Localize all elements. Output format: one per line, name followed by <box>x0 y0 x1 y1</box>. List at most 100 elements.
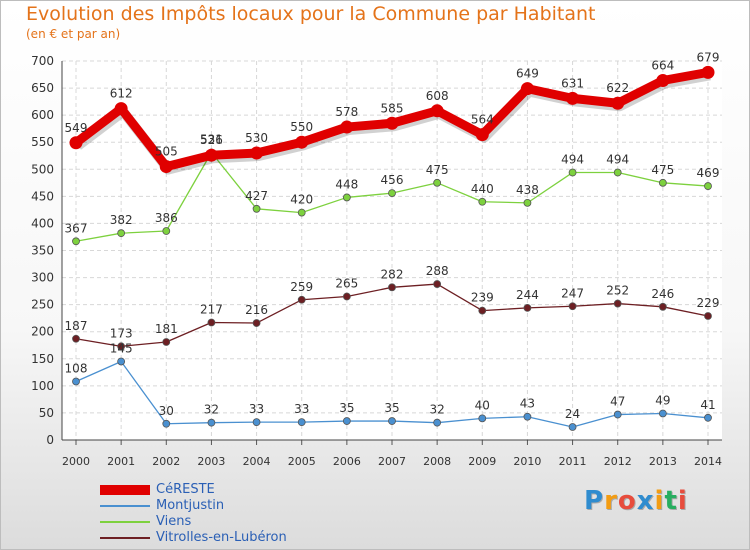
legend-swatch <box>100 505 150 507</box>
data-point <box>701 65 715 79</box>
data-label: 239 <box>471 291 494 305</box>
legend-label: Montjustin <box>156 498 225 513</box>
data-label: 145 <box>110 341 133 355</box>
data-label: 244 <box>516 288 539 302</box>
data-label: 252 <box>606 284 629 298</box>
data-point <box>342 193 351 202</box>
data-label: 469 <box>697 166 720 180</box>
data-label: 108 <box>65 362 88 376</box>
legend-item: Viens <box>100 514 360 531</box>
data-point <box>523 198 532 207</box>
data-label: 679 <box>697 50 720 64</box>
y-tick-label: 50 <box>39 406 54 420</box>
data-point <box>297 295 306 304</box>
data-point <box>250 146 264 160</box>
y-tick-label: 100 <box>31 379 54 393</box>
data-label: 265 <box>335 277 358 291</box>
y-tick-label: 450 <box>31 189 54 203</box>
data-label: 216 <box>245 303 268 317</box>
data-label: 475 <box>426 163 449 177</box>
data-label: 246 <box>651 287 674 301</box>
data-label: 386 <box>155 211 178 225</box>
data-point <box>568 423 577 431</box>
data-point <box>162 338 171 346</box>
data-point <box>207 418 216 427</box>
logo-letter: i <box>654 486 665 516</box>
logo-letter: t <box>664 486 678 516</box>
data-point <box>656 73 670 87</box>
y-tick-label: 0 <box>46 433 54 447</box>
x-tick-label: 2009 <box>468 455 496 468</box>
x-tick-label: 2007 <box>378 455 406 468</box>
data-point <box>568 168 577 177</box>
data-label: 564 <box>471 113 494 127</box>
data-point <box>475 128 489 142</box>
logo-letter: P <box>584 486 605 516</box>
logo-letter: i <box>677 486 688 516</box>
data-point <box>69 136 83 150</box>
legend-label: Vitrolles-en-Lubéron <box>156 530 287 545</box>
data-point <box>704 312 712 320</box>
data-label: 173 <box>110 326 133 340</box>
data-label: 622 <box>606 81 629 95</box>
data-point <box>252 204 261 213</box>
data-label: 550 <box>290 120 313 134</box>
data-point <box>295 135 309 149</box>
y-tick-label: 300 <box>31 271 54 285</box>
y-tick-label: 200 <box>31 325 54 339</box>
data-point <box>252 319 261 327</box>
x-tick-label: 2001 <box>107 455 135 468</box>
y-tick-label: 150 <box>31 352 54 366</box>
data-point <box>117 342 126 351</box>
data-point <box>114 102 128 116</box>
data-point <box>162 419 171 428</box>
data-point <box>611 96 625 110</box>
data-label: 35 <box>384 401 399 415</box>
data-point <box>520 82 534 96</box>
data-label: 440 <box>471 182 494 196</box>
x-tick-label: 2011 <box>559 455 587 468</box>
logo-letter: x <box>636 486 655 516</box>
y-tick-label: 650 <box>31 81 54 95</box>
data-label: 24 <box>565 407 580 421</box>
data-point <box>523 303 532 312</box>
x-tick-label: 2002 <box>152 455 180 468</box>
data-label: 382 <box>110 213 133 227</box>
proxiti-logo: Proxiti <box>584 486 688 516</box>
chart-title: Evolution des Impôts locaux pour la Comm… <box>26 3 596 25</box>
y-tick-label: 400 <box>31 216 54 230</box>
data-point <box>388 189 396 198</box>
data-label: 181 <box>155 322 178 336</box>
x-tick-label: 2014 <box>694 455 722 468</box>
data-label: 187 <box>65 319 88 333</box>
data-point <box>658 178 667 187</box>
data-point <box>385 116 399 130</box>
data-point <box>72 237 80 246</box>
data-point <box>342 292 351 301</box>
x-tick-label: 2010 <box>513 455 541 468</box>
x-tick-label: 2005 <box>288 455 316 468</box>
y-tick-label: 350 <box>31 244 54 258</box>
x-tick-label: 2006 <box>333 455 361 468</box>
data-point <box>252 418 261 427</box>
data-label: 47 <box>610 395 625 409</box>
x-tick-label: 2004 <box>243 455 271 468</box>
data-label: 456 <box>381 173 404 187</box>
y-tick-label: 700 <box>31 54 54 68</box>
data-point <box>478 306 487 315</box>
data-label: 35 <box>339 401 354 415</box>
data-point <box>433 418 442 427</box>
legend-label: CéRESTE <box>156 482 215 497</box>
data-label: 288 <box>426 264 449 278</box>
data-point <box>478 197 487 206</box>
data-point <box>204 148 218 162</box>
x-tick-label: 2013 <box>649 455 677 468</box>
legend-item: Montjustin <box>100 498 360 515</box>
data-point <box>388 283 396 292</box>
data-point <box>388 417 396 425</box>
data-label: 526 <box>200 133 223 147</box>
x-tick-label: 2000 <box>62 455 90 468</box>
data-label: 649 <box>516 67 539 81</box>
data-point <box>613 410 622 419</box>
x-tick-label: 2008 <box>423 455 451 468</box>
